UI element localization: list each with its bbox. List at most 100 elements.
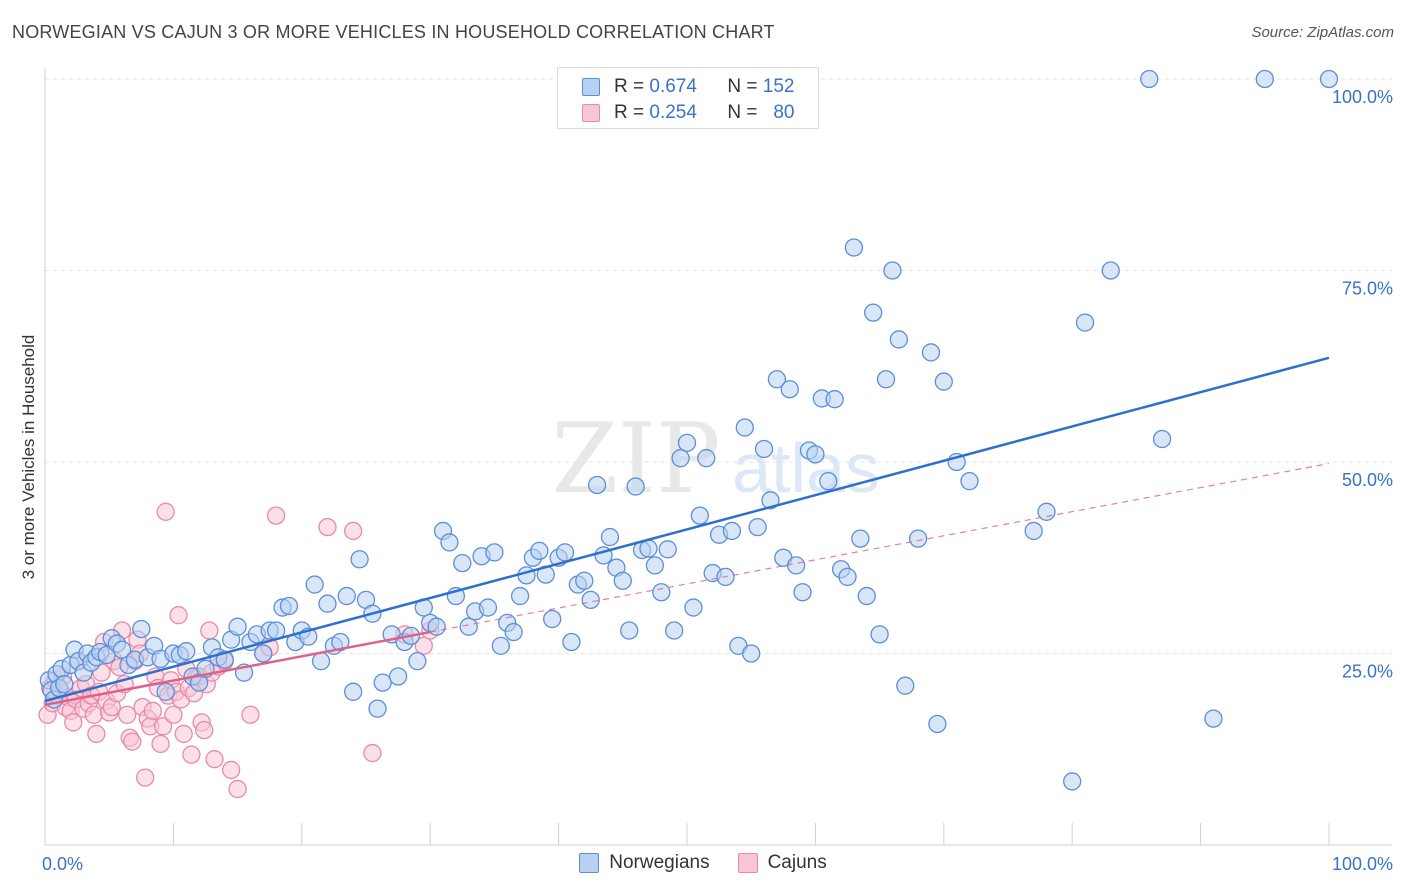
norwegians-point-59 [373, 673, 392, 692]
r-label: R = [614, 102, 645, 123]
norwegians-point-146 [960, 471, 979, 491]
norwegians-point-102 [652, 583, 671, 602]
norwegians-point-138 [883, 261, 902, 280]
norwegians-point-105 [671, 449, 690, 468]
y-tick-label-2: 75.0% [1342, 279, 1393, 299]
cajuns-point-44 [151, 734, 170, 754]
norwegians-swatch-icon [582, 78, 600, 96]
norwegians-point-48 [305, 575, 324, 594]
norwegians-point-103 [658, 540, 677, 559]
norwegians-point-87 [555, 543, 575, 562]
y-tick-label-0: 25.0% [1342, 662, 1393, 682]
legend-row-norwegians: R = 0.674 N = 152 [582, 76, 794, 98]
norwegians-point-54 [344, 682, 363, 701]
norwegians-point-126 [806, 445, 825, 464]
cajuns-point-51 [169, 606, 188, 625]
cajuns-r-value: 0.254 [649, 102, 697, 123]
x-tick-label-0: 0.0% [42, 854, 83, 874]
source-label: Source: ZipAtlas.com [1251, 24, 1394, 41]
watermark: ZIP atlas [551, 403, 880, 515]
norwegians-point-101 [645, 556, 665, 575]
norwegians-point-90 [575, 571, 594, 590]
axes [44, 68, 1392, 846]
norwegians-point-97 [620, 621, 639, 640]
cajuns-point-65 [205, 750, 224, 769]
norwegians-point-69 [440, 533, 459, 552]
norwegians-point-122 [780, 380, 799, 399]
cajuns-point-31 [118, 705, 137, 724]
cajuns-point-78 [414, 636, 433, 655]
norwegians-legend-icon [579, 853, 600, 873]
norwegians-point-150 [1075, 313, 1095, 332]
norwegians-point-140 [896, 676, 915, 695]
chart-title: NORWEGIAN VS CAJUN 3 OR MORE VEHICLES IN… [12, 22, 775, 42]
norwegians-point-113 [722, 521, 742, 541]
norwegians-point-67 [427, 617, 446, 636]
n-label: N = [727, 102, 758, 123]
cajuns-point-76 [363, 743, 382, 763]
norwegians-point-91 [581, 590, 600, 610]
norwegians-point-44 [279, 596, 299, 616]
series-legend: Norwegians Cajuns [0, 852, 1406, 874]
norwegians-point-94 [600, 527, 620, 547]
norwegians-point-75 [478, 598, 498, 617]
norwegians-point-134 [857, 586, 876, 606]
legend-row-cajuns: R = 0.254 N = 80 [582, 102, 794, 124]
norwegians-point-154 [1204, 709, 1223, 728]
cajuns-point-61 [195, 720, 214, 740]
cajuns-swatch-icon [582, 104, 600, 122]
norwegians-point-132 [844, 238, 864, 257]
norwegians-point-106 [677, 433, 697, 453]
norwegians-point-119 [761, 491, 780, 510]
norwegians-point-72 [459, 617, 478, 636]
norwegians-point-155 [1255, 69, 1274, 89]
norwegians-point-136 [870, 625, 889, 644]
cajuns-point-38 [136, 768, 155, 787]
norwegians-point-96 [613, 571, 632, 590]
norwegians-point-117 [748, 517, 767, 537]
norwegians-point-55 [350, 550, 369, 569]
correlation-legend: R = 0.674 N = 152 R = 0.254 N = 80 [557, 67, 819, 129]
cajuns-point-70 [241, 705, 260, 724]
norwegians-point-137 [876, 370, 896, 389]
cajuns-point-75 [344, 521, 363, 541]
series-norwegians-points [39, 69, 1339, 791]
norwegians-point-141 [908, 529, 928, 548]
norwegians-point-49 [311, 652, 331, 671]
y-axis-label: 3 or more Vehicles in Household [19, 335, 38, 580]
norwegians-point-6 [55, 674, 74, 694]
trend-lines [44, 356, 1330, 707]
cajuns-point-74 [318, 517, 337, 537]
norwegians-n-value: 152 [762, 76, 795, 97]
cajuns-point-41 [143, 701, 163, 721]
norwegians-point-81 [517, 566, 536, 585]
norwegians-point-88 [562, 632, 581, 652]
norwegians-point-53 [337, 586, 356, 606]
cajuns-point-33 [123, 732, 142, 751]
cajuns-point-19 [87, 724, 106, 744]
norwegians-point-142 [921, 343, 941, 362]
watermark-zip: ZIP [551, 403, 720, 515]
norwegians-point-115 [735, 418, 754, 437]
norwegians-point-135 [864, 303, 883, 322]
cajuns-point-18 [84, 705, 103, 724]
norwegians-point-109 [697, 449, 716, 468]
norwegians-point-144 [934, 372, 953, 391]
cajuns-point-63 [200, 621, 219, 640]
norwegians-point-129 [825, 390, 844, 409]
norwegians-point-120 [767, 370, 787, 389]
norwegians-point-40 [254, 644, 273, 663]
cajuns-point-56 [182, 745, 201, 764]
norwegians-point-123 [786, 556, 806, 575]
legend-item-cajuns[interactable]: Cajuns [737, 852, 827, 874]
cajuns-point-53 [174, 724, 193, 744]
norwegians-point-36 [228, 617, 247, 636]
norwegians-point-50 [318, 594, 337, 613]
norwegians-point-152 [1140, 69, 1159, 89]
legend-item-norwegians[interactable]: Norwegians [579, 852, 710, 874]
norwegians-point-116 [742, 644, 761, 663]
cajuns-trend-extension [430, 462, 1330, 633]
tick-labels: 25.0% 50.0% 75.0% 100.0% 0.0% 100.0% [42, 87, 1393, 874]
cajuns-point-73 [266, 506, 286, 525]
